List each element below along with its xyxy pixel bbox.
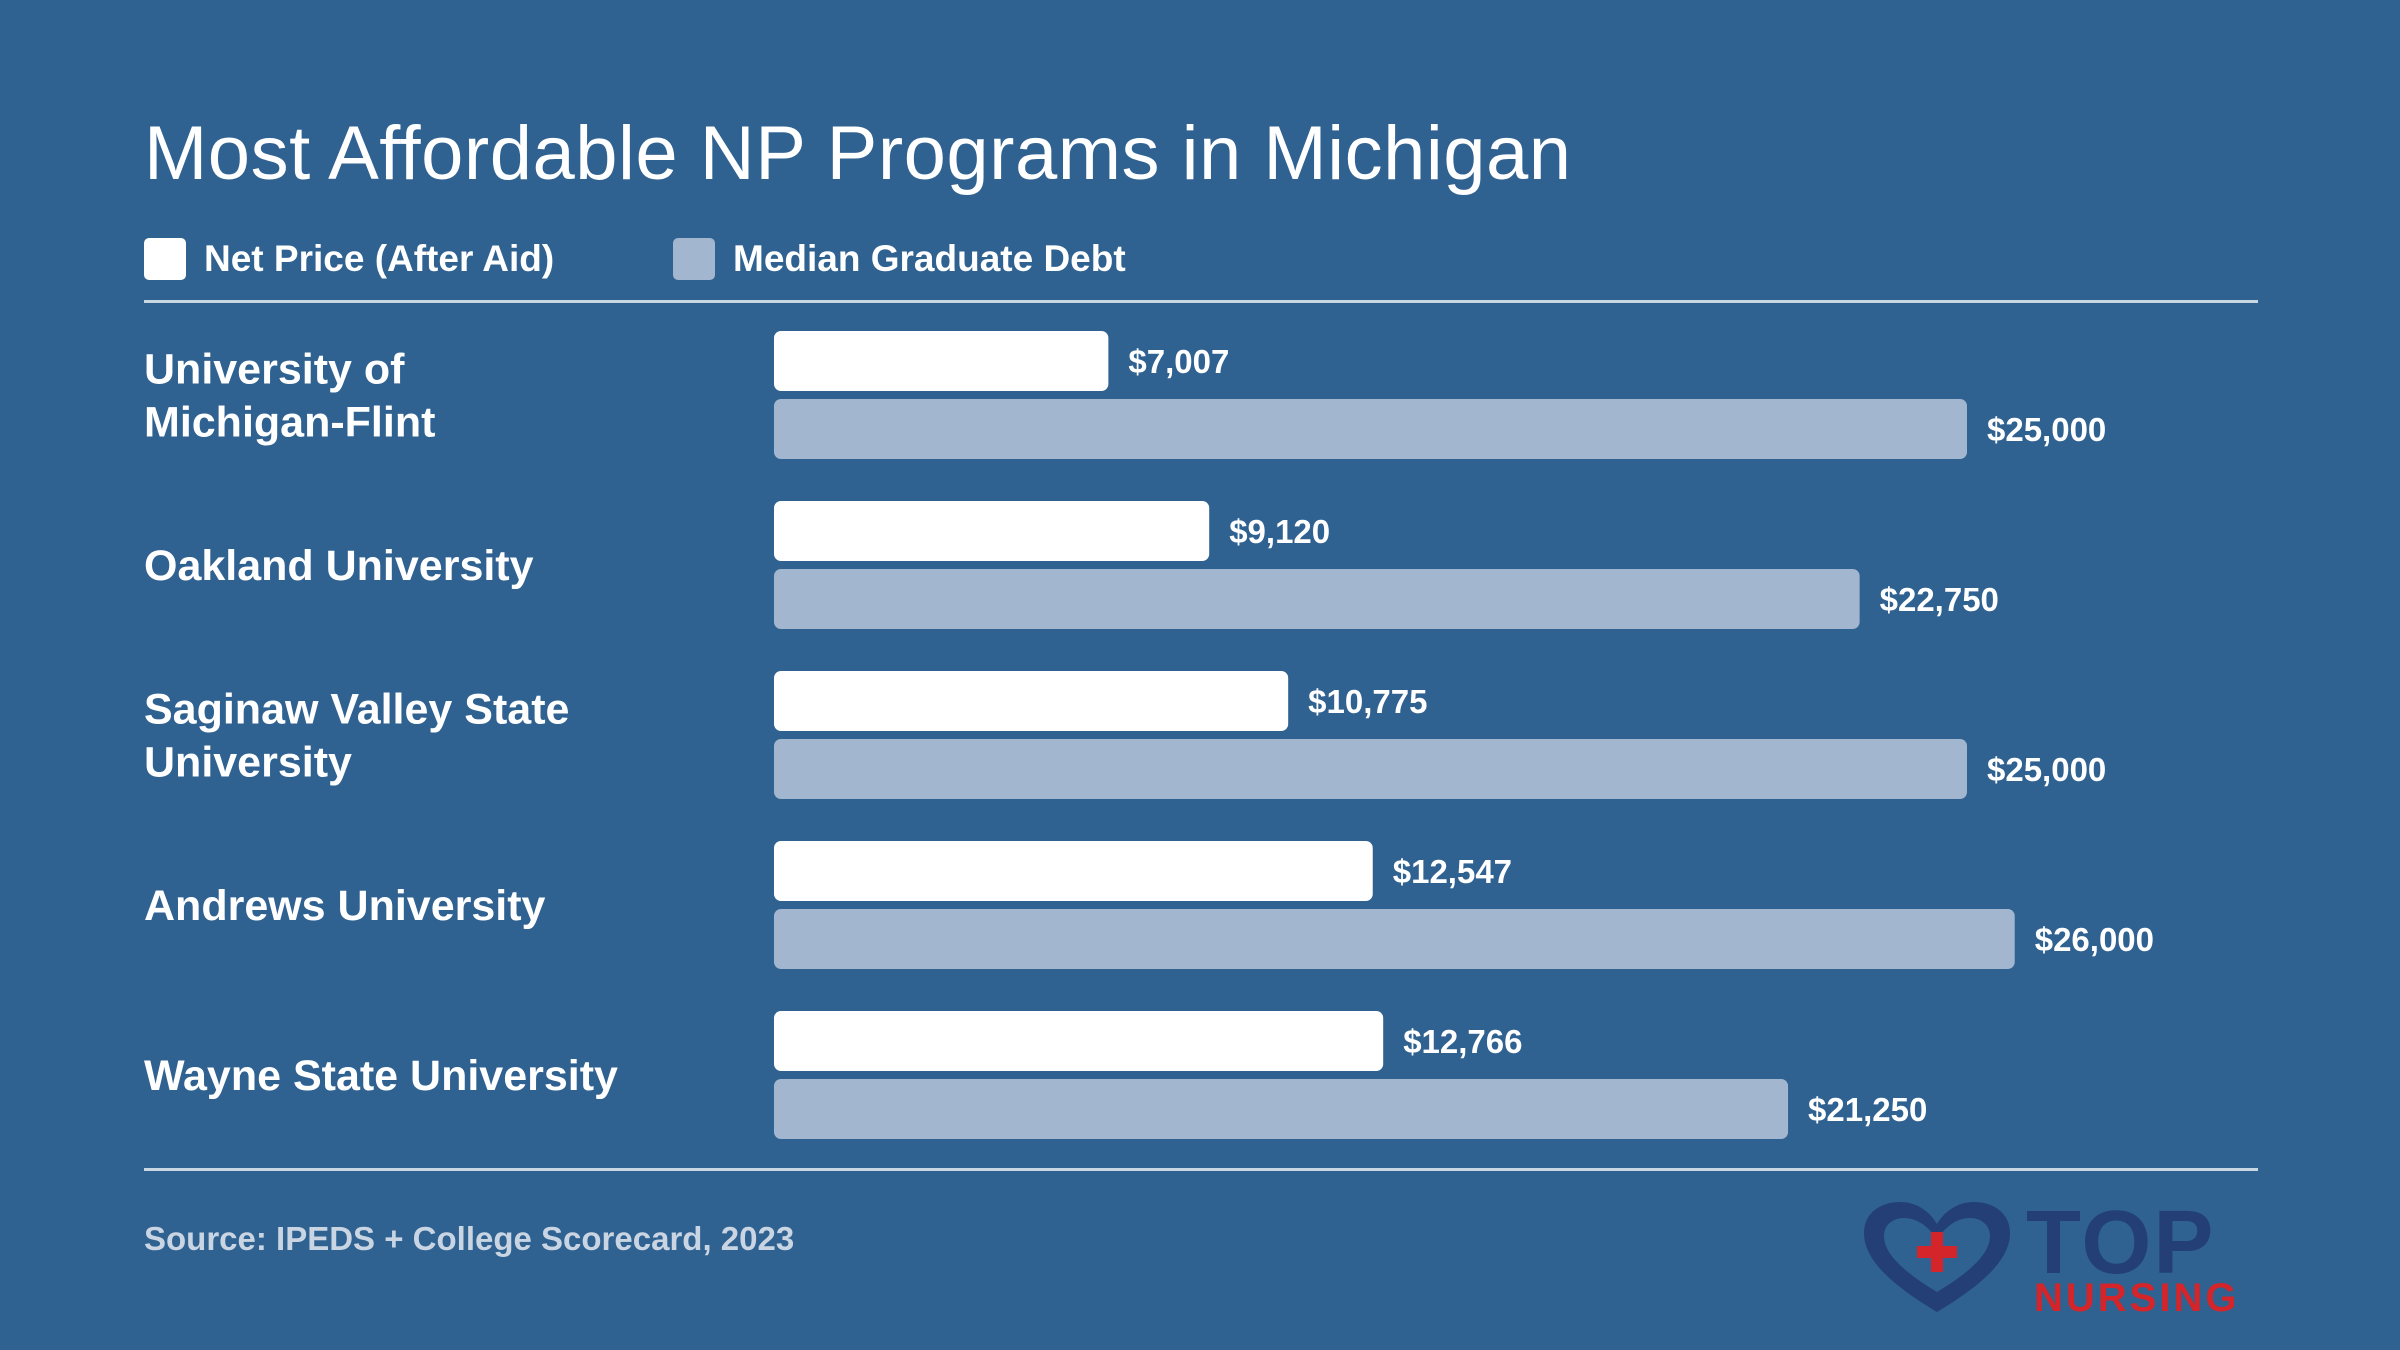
value-label-net-price: $12,547 [1393,853,1512,890]
bar-median-debt [774,1079,1789,1139]
category-label: Michigan-Flint [144,399,435,447]
category-label: Saginaw Valley State [144,686,569,734]
bar-median-debt [774,739,1967,799]
bar-net-price [774,841,1373,901]
legend-label-debt: Median Graduate Debt [733,238,1126,279]
legend-label-net-price: Net Price (After Aid) [204,238,555,279]
bar-net-price [774,501,1210,561]
logo-top-text: TOP [2026,1193,2216,1293]
logo-nursing-text: NURSING [2034,1276,2240,1320]
category-label: Andrews University [144,882,546,930]
bottom-divider [144,1168,2258,1171]
bar-net-price [774,1011,1384,1071]
bar-median-debt [774,569,1860,629]
value-label-net-price: $7,007 [1128,343,1229,380]
legend-swatch-net-price [144,238,186,280]
category-label: University [144,739,352,787]
top-divider [144,300,2258,303]
value-label-median-debt: $25,000 [1987,411,2106,448]
value-label-median-debt: $26,000 [2035,921,2154,958]
category-label: Wayne State University [144,1052,618,1100]
category-label: Oakland University [144,542,534,590]
heart-cross-icon [1864,1202,2010,1312]
top-nursing-logo: TOP NURSING [1862,1193,2262,1320]
bar-net-price [774,331,1109,391]
value-label-median-debt: $25,000 [1987,751,2106,788]
value-label-net-price: $12,766 [1403,1023,1522,1060]
bar-net-price [774,671,1289,731]
source-note: Source: IPEDS + College Scorecard, 2023 [144,1220,795,1257]
legend-item-debt: Median Graduate Debt [673,238,1126,280]
value-label-net-price: $10,775 [1308,683,1427,720]
legend-swatch-debt [673,238,715,280]
chart-title: Most Affordable NP Programs in Michigan [144,111,1572,196]
bar-median-debt [774,909,2015,969]
bar-median-debt [774,399,1967,459]
value-label-median-debt: $22,750 [1880,581,1999,618]
value-label-median-debt: $21,250 [1808,1091,1927,1128]
value-label-net-price: $9,120 [1229,513,1330,550]
category-label: University of [144,346,405,394]
legend-item-net-price: Net Price (After Aid) [144,238,554,280]
